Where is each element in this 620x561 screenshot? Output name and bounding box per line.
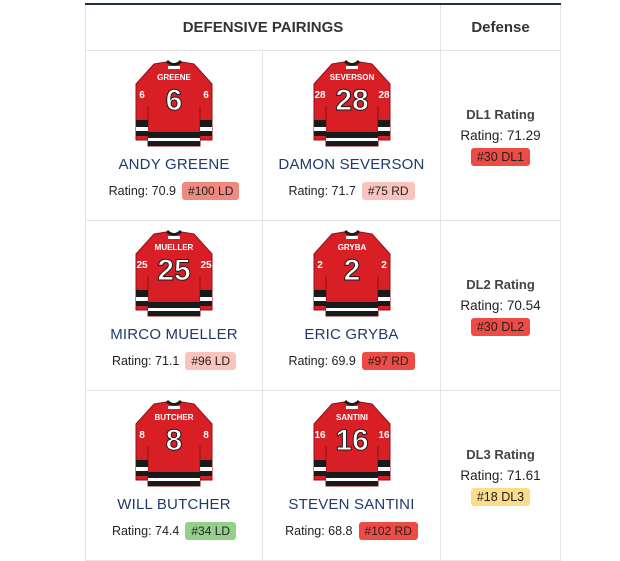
rank-badge: #97 RD — [361, 352, 415, 370]
rank-badge: #34 LD — [185, 522, 237, 540]
player-card[interactable]: SANTINI 16 16 16 STEVEN SANTINI Rating: … — [263, 391, 440, 560]
hockey-jersey-icon: SANTINI 16 16 16 — [313, 400, 390, 487]
player-rating-line: Rating: 69.9 #97 RD — [263, 352, 440, 370]
jersey-sleeve-number: 25 — [136, 260, 148, 271]
jersey-nameplate: MUELLER — [155, 243, 194, 252]
jersey-nameplate: SEVERSON — [329, 73, 374, 82]
pairing-row-2: MUELLER 25 25 25 MIRCO MUELLER Rating: 7… — [85, 220, 561, 391]
player-card[interactable]: GRYBA 2 2 2 ERIC GRYBA Rating: 69.9 #97 … — [263, 221, 440, 390]
defense-summary: DL3 Rating Rating: 71.61 #18 DL3 — [441, 391, 560, 560]
player-rating: Rating: 74.4 — [111, 524, 180, 538]
defense-rating-cell: DL3 Rating Rating: 71.61 #18 DL3 — [440, 390, 561, 561]
player-rating-line: Rating: 71.7 #75 RD — [263, 182, 440, 200]
jersey-nameplate: GREENE — [157, 73, 191, 82]
player-rating-line: Rating: 68.8 #102 RD — [263, 522, 440, 540]
jersey-sleeve-number: 6 — [203, 90, 209, 101]
jersey-nameplate: SANTINI — [336, 413, 368, 422]
jersey-sleeve-number: 28 — [378, 90, 390, 101]
rank-badge: #96 LD — [185, 352, 237, 370]
defense-rating-value: Rating: 71.61 — [460, 468, 541, 483]
player-cell: BUTCHER 8 8 8 WILL BUTCHER Rating: 74.4 … — [85, 390, 263, 561]
jersey-sleeve-number: 2 — [317, 260, 323, 271]
player-rating: Rating: 68.8 — [285, 524, 353, 538]
defense-rating-value: Rating: 71.29 — [460, 128, 541, 143]
pairings-header: DEFENSIVE PAIRINGS — [85, 3, 441, 51]
pairing-row-3: BUTCHER 8 8 8 WILL BUTCHER Rating: 74.4 … — [85, 390, 561, 561]
player-card[interactable]: SEVERSON 28 28 28 DAMON SEVERSON Rating:… — [263, 51, 440, 220]
hockey-jersey-icon: GRYBA 2 2 2 — [313, 230, 390, 317]
jersey-sleeve-number: 2 — [381, 260, 387, 271]
hockey-jersey-icon: SEVERSON 28 28 28 — [313, 60, 390, 147]
defense-summary: DL2 Rating Rating: 70.54 #30 DL2 — [441, 221, 560, 390]
player-cell: GRYBA 2 2 2 ERIC GRYBA Rating: 69.9 #97 … — [262, 220, 441, 391]
player-cell: SEVERSON 28 28 28 DAMON SEVERSON Rating:… — [262, 50, 441, 221]
player-rating-line: Rating: 71.1 #96 LD — [86, 352, 262, 370]
defensive-pairings-table-wrapper: DEFENSIVE PAIRINGS Defense GREENE 6 6 — [85, 3, 561, 561]
jersey-sleeve-number: 25 — [200, 260, 212, 271]
defense-rating-title: DL2 Rating — [466, 277, 535, 292]
defense-rating-cell: DL1 Rating Rating: 71.29 #30 DL1 — [440, 50, 561, 221]
table-header-row: DEFENSIVE PAIRINGS Defense — [85, 3, 561, 51]
player-rating: Rating: 69.9 — [288, 354, 356, 368]
jersey-number: 28 — [335, 84, 368, 117]
hockey-jersey-icon: BUTCHER 8 8 8 — [135, 400, 213, 487]
defense-rank-badge: #30 DL2 — [470, 318, 531, 336]
defense-rating-value: Rating: 70.54 — [460, 298, 541, 313]
defense-summary: DL1 Rating Rating: 71.29 #30 DL1 — [441, 51, 560, 220]
player-rating: Rating: 71.7 — [288, 184, 356, 198]
jersey-sleeve-number: 28 — [314, 90, 326, 101]
player-card[interactable]: BUTCHER 8 8 8 WILL BUTCHER Rating: 74.4 … — [86, 391, 262, 560]
player-name[interactable]: WILL BUTCHER — [117, 496, 231, 513]
player-name[interactable]: ANDY GREENE — [118, 156, 230, 173]
jersey-sleeve-number: 8 — [203, 430, 209, 441]
player-rating: Rating: 71.1 — [111, 354, 180, 368]
jersey-number: 6 — [166, 84, 183, 117]
rank-badge: #102 RD — [358, 522, 418, 540]
hockey-jersey-icon: MUELLER 25 25 25 — [135, 230, 213, 317]
jersey-nameplate: GRYBA — [337, 243, 366, 252]
player-card[interactable]: MUELLER 25 25 25 MIRCO MUELLER Rating: 7… — [86, 221, 262, 390]
jersey-number: 8 — [166, 424, 183, 457]
player-card[interactable]: GREENE 6 6 6 ANDY GREENE Rating: 70.9 #1… — [86, 51, 262, 220]
jersey-sleeve-number: 16 — [378, 430, 390, 441]
jersey-sleeve-number: 6 — [139, 90, 145, 101]
defense-rank-badge: #30 DL1 — [470, 148, 531, 166]
jersey-number: 2 — [343, 254, 360, 287]
defense-header: Defense — [440, 3, 561, 51]
defensive-pairings-table: DEFENSIVE PAIRINGS Defense GREENE 6 6 — [85, 3, 561, 561]
defense-rating-title: DL1 Rating — [466, 107, 535, 122]
jersey-sleeve-number: 8 — [139, 430, 145, 441]
defense-rating-cell: DL2 Rating Rating: 70.54 #30 DL2 — [440, 220, 561, 391]
rank-badge: #100 LD — [182, 182, 240, 200]
rank-badge: #75 RD — [361, 182, 415, 200]
player-cell: MUELLER 25 25 25 MIRCO MUELLER Rating: 7… — [85, 220, 263, 391]
player-rating-line: Rating: 74.4 #34 LD — [86, 522, 262, 540]
pairing-row-1: GREENE 6 6 6 ANDY GREENE Rating: 70.9 #1… — [85, 50, 561, 221]
player-name[interactable]: ERIC GRYBA — [304, 326, 399, 343]
player-cell: SANTINI 16 16 16 STEVEN SANTINI Rating: … — [262, 390, 441, 561]
player-name[interactable]: DAMON SEVERSON — [278, 156, 425, 173]
jersey-nameplate: BUTCHER — [154, 413, 193, 422]
hockey-jersey-icon: GREENE 6 6 6 — [135, 60, 213, 147]
player-rating-line: Rating: 70.9 #100 LD — [86, 182, 262, 200]
player-name[interactable]: STEVEN SANTINI — [288, 496, 415, 513]
player-rating: Rating: 70.9 — [108, 184, 177, 198]
jersey-number: 16 — [335, 424, 368, 457]
jersey-number: 25 — [157, 254, 190, 287]
defense-rank-badge: #18 DL3 — [470, 488, 531, 506]
player-cell: GREENE 6 6 6 ANDY GREENE Rating: 70.9 #1… — [85, 50, 263, 221]
jersey-sleeve-number: 16 — [314, 430, 326, 441]
player-name[interactable]: MIRCO MUELLER — [110, 326, 238, 343]
defense-rating-title: DL3 Rating — [466, 447, 535, 462]
